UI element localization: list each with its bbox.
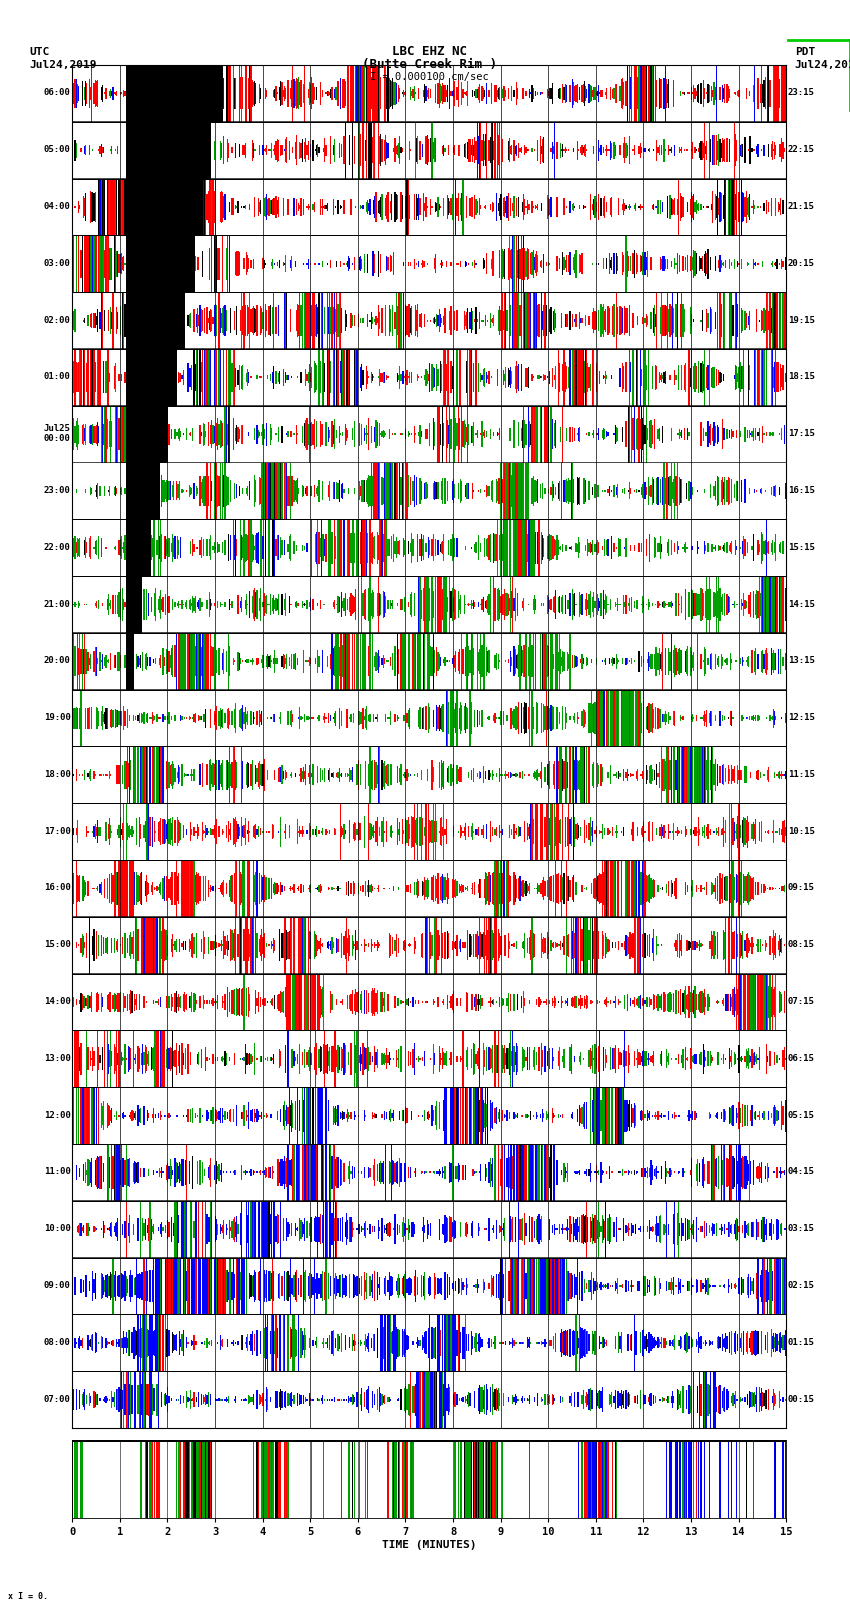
Text: LBC EHZ NC: LBC EHZ NC xyxy=(392,45,467,58)
Text: PDT: PDT xyxy=(795,47,815,56)
Text: 04:15: 04:15 xyxy=(788,1168,814,1176)
Text: 09:00: 09:00 xyxy=(44,1281,71,1290)
Text: 22:15: 22:15 xyxy=(788,145,814,155)
Text: 02:15: 02:15 xyxy=(788,1281,814,1290)
Text: 21:00: 21:00 xyxy=(44,600,71,608)
Text: 06:15: 06:15 xyxy=(788,1053,814,1063)
Text: Jul24,2019: Jul24,2019 xyxy=(795,60,850,69)
Text: 01:15: 01:15 xyxy=(788,1337,814,1347)
Text: Jul25
00:00: Jul25 00:00 xyxy=(44,424,71,444)
Text: UTC: UTC xyxy=(30,47,50,56)
Text: 13:00: 13:00 xyxy=(44,1053,71,1063)
Text: 19:00: 19:00 xyxy=(44,713,71,723)
Text: 00:15: 00:15 xyxy=(788,1395,814,1403)
Text: 21:15: 21:15 xyxy=(788,202,814,211)
Text: 15:00: 15:00 xyxy=(44,940,71,950)
Text: 03:00: 03:00 xyxy=(44,258,71,268)
Text: 10:15: 10:15 xyxy=(788,827,814,836)
Text: x I = 0.: x I = 0. xyxy=(8,1592,48,1602)
Text: 22:00: 22:00 xyxy=(44,542,71,552)
Text: Jul24,2019: Jul24,2019 xyxy=(30,60,97,69)
Text: 10:00: 10:00 xyxy=(44,1224,71,1234)
Text: 14:00: 14:00 xyxy=(44,997,71,1007)
Text: I = 0.000100 cm/sec: I = 0.000100 cm/sec xyxy=(370,73,489,82)
Text: 15:15: 15:15 xyxy=(788,542,814,552)
Text: 12:15: 12:15 xyxy=(788,713,814,723)
Text: 03:15: 03:15 xyxy=(788,1224,814,1234)
Text: 16:15: 16:15 xyxy=(788,486,814,495)
Text: 17:00: 17:00 xyxy=(44,827,71,836)
Text: (Butte Creek Rim ): (Butte Creek Rim ) xyxy=(362,58,496,71)
Text: 08:00: 08:00 xyxy=(44,1337,71,1347)
Text: 13:15: 13:15 xyxy=(788,656,814,665)
Text: 16:00: 16:00 xyxy=(44,884,71,892)
Text: 06:00: 06:00 xyxy=(44,89,71,97)
Text: 09:15: 09:15 xyxy=(788,884,814,892)
Text: 20:15: 20:15 xyxy=(788,258,814,268)
Text: 05:15: 05:15 xyxy=(788,1111,814,1119)
Text: 05:00: 05:00 xyxy=(44,145,71,155)
Text: 17:15: 17:15 xyxy=(788,429,814,439)
Text: 19:15: 19:15 xyxy=(788,316,814,324)
Text: 18:15: 18:15 xyxy=(788,373,814,381)
Text: 04:00: 04:00 xyxy=(44,202,71,211)
Text: 02:00: 02:00 xyxy=(44,316,71,324)
Text: 18:00: 18:00 xyxy=(44,769,71,779)
Text: 12:00: 12:00 xyxy=(44,1111,71,1119)
Text: 14:15: 14:15 xyxy=(788,600,814,608)
Text: 08:15: 08:15 xyxy=(788,940,814,950)
Text: 23:15: 23:15 xyxy=(788,89,814,97)
Text: 01:00: 01:00 xyxy=(44,373,71,381)
Text: 20:00: 20:00 xyxy=(44,656,71,665)
Text: 07:00: 07:00 xyxy=(44,1395,71,1403)
Text: 23:00: 23:00 xyxy=(44,486,71,495)
Text: 11:00: 11:00 xyxy=(44,1168,71,1176)
Text: 11:15: 11:15 xyxy=(788,769,814,779)
Text: 07:15: 07:15 xyxy=(788,997,814,1007)
X-axis label: TIME (MINUTES): TIME (MINUTES) xyxy=(382,1540,477,1550)
